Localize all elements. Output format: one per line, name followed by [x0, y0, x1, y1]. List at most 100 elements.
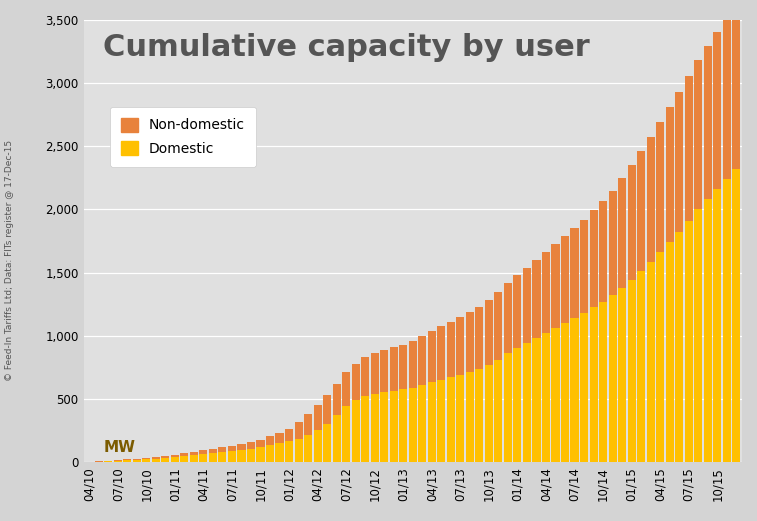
Bar: [180, 453, 188, 456]
Bar: [371, 353, 378, 394]
Bar: [152, 457, 160, 458]
Bar: [266, 445, 274, 462]
Bar: [665, 242, 674, 462]
Bar: [599, 302, 607, 462]
Bar: [418, 385, 426, 462]
Bar: [209, 449, 217, 453]
Bar: [323, 395, 331, 424]
Bar: [190, 455, 198, 462]
Bar: [542, 333, 550, 462]
Bar: [656, 122, 664, 252]
Bar: [513, 349, 522, 462]
Bar: [694, 209, 702, 462]
Bar: [180, 456, 188, 462]
Bar: [114, 461, 122, 462]
Text: © Feed-In Tariffs Ltd; Data: FITs register @ 17-Dec-15: © Feed-In Tariffs Ltd; Data: FITs regist…: [5, 140, 14, 381]
Bar: [361, 396, 369, 462]
Bar: [161, 458, 170, 462]
Bar: [161, 456, 170, 458]
Bar: [428, 382, 436, 462]
Bar: [551, 328, 559, 462]
Bar: [313, 405, 322, 430]
Bar: [390, 391, 397, 462]
Bar: [313, 430, 322, 462]
Bar: [523, 268, 531, 343]
Bar: [447, 377, 455, 462]
Bar: [713, 32, 721, 189]
Bar: [399, 389, 407, 462]
Bar: [219, 448, 226, 452]
Bar: [152, 458, 160, 462]
Bar: [304, 414, 312, 435]
Bar: [484, 301, 493, 365]
Bar: [561, 323, 569, 462]
Bar: [418, 336, 426, 385]
Bar: [142, 458, 151, 460]
Bar: [504, 283, 512, 353]
Bar: [694, 60, 702, 209]
Bar: [257, 440, 264, 447]
Text: Cumulative capacity by user: Cumulative capacity by user: [103, 33, 590, 63]
Bar: [466, 313, 474, 372]
Bar: [371, 394, 378, 462]
Bar: [665, 107, 674, 242]
Bar: [380, 350, 388, 392]
Bar: [351, 364, 360, 400]
Bar: [684, 221, 693, 462]
Bar: [428, 331, 436, 382]
Bar: [247, 449, 255, 462]
Bar: [523, 343, 531, 462]
Bar: [704, 200, 712, 462]
Bar: [675, 92, 684, 232]
Bar: [351, 400, 360, 462]
Bar: [475, 368, 484, 462]
Bar: [332, 384, 341, 415]
Bar: [361, 357, 369, 396]
Bar: [618, 178, 626, 288]
Bar: [276, 433, 284, 443]
Bar: [323, 424, 331, 462]
Bar: [294, 439, 303, 462]
Bar: [238, 444, 245, 450]
Bar: [646, 263, 655, 462]
Bar: [542, 252, 550, 333]
Bar: [646, 138, 655, 263]
Bar: [532, 260, 540, 338]
Bar: [494, 359, 503, 462]
Bar: [438, 380, 445, 462]
Bar: [228, 451, 236, 462]
Bar: [484, 365, 493, 462]
Bar: [132, 458, 141, 460]
Bar: [171, 455, 179, 457]
Bar: [456, 317, 464, 375]
Bar: [551, 244, 559, 328]
Text: MW: MW: [104, 440, 136, 455]
Bar: [342, 406, 350, 462]
Bar: [675, 232, 684, 462]
Bar: [532, 338, 540, 462]
Bar: [209, 453, 217, 462]
Bar: [399, 344, 407, 389]
Bar: [219, 452, 226, 462]
Bar: [466, 372, 474, 462]
Bar: [628, 280, 636, 462]
Bar: [618, 288, 626, 462]
Bar: [494, 292, 503, 359]
Bar: [380, 392, 388, 462]
Bar: [590, 210, 597, 307]
Bar: [590, 307, 597, 462]
Bar: [257, 447, 264, 462]
Bar: [390, 347, 397, 391]
Legend: Non-domestic, Domestic: Non-domestic, Domestic: [111, 106, 256, 167]
Bar: [199, 454, 207, 462]
Bar: [637, 271, 645, 462]
Bar: [723, 19, 731, 179]
Bar: [609, 191, 617, 295]
Bar: [447, 322, 455, 377]
Bar: [684, 76, 693, 221]
Bar: [342, 373, 350, 406]
Bar: [304, 435, 312, 462]
Bar: [456, 375, 464, 462]
Bar: [247, 442, 255, 449]
Bar: [409, 341, 417, 388]
